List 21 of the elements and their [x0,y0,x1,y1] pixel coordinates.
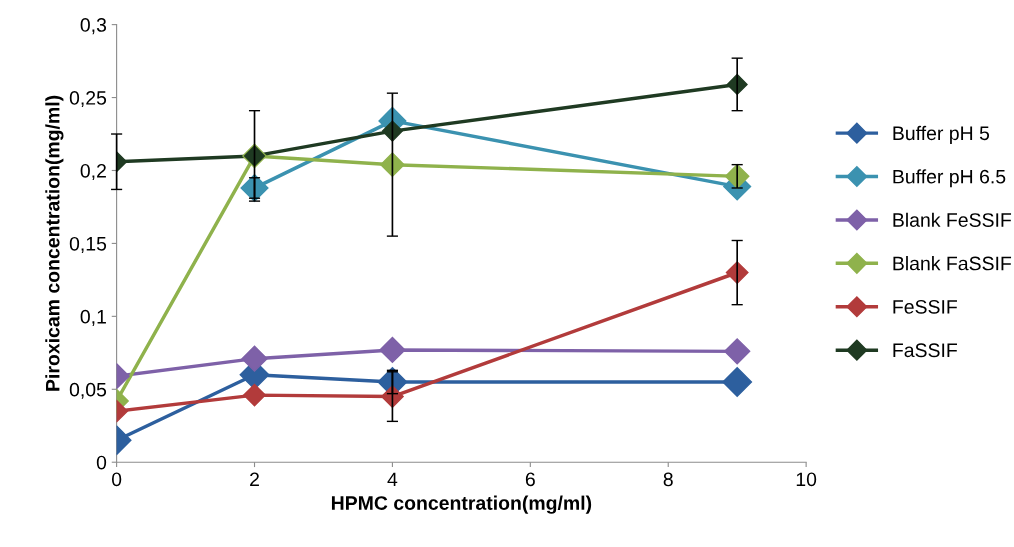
x-tick-label: 8 [663,472,673,487]
y-tick-label: 0,2 [80,163,106,181]
legend-label: Blank FaSSIF [893,256,1012,271]
y-tick-label: 0,1 [80,309,106,326]
y-tick-label: 0,25 [69,91,107,108]
y-tick-label: 0 [96,455,107,470]
x-tick-label: 10 [796,472,817,487]
x-axis-title: HPMC concentration(mg/ml) [331,495,592,514]
y-tick-label: 0,3 [80,18,107,35]
x-tick-label: 2 [250,472,259,487]
legend-label: FeSSIF [893,299,957,314]
legend-label: Buffer pH 6.5 [893,169,1006,188]
legend-label: FaSSIF [893,343,957,358]
y-tick-label: 0,15 [69,236,107,253]
x-tick-label: 0 [111,472,122,487]
x-tick-label: 6 [525,472,535,487]
x-tick-label: 4 [387,472,398,487]
y-axis-title: Piroxicam concentration(mg/ml) [45,95,64,391]
legend-label: Buffer pH 5 [893,125,990,144]
y-tick-label: 0,05 [69,382,107,399]
legend-label: Blank FeSSIF [893,212,1012,227]
